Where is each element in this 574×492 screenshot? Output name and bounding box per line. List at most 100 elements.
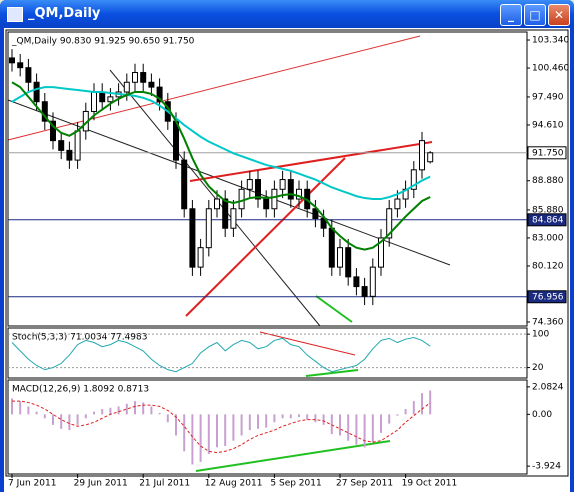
y-tick-label: -3.924 xyxy=(532,462,561,472)
pane-title: Stoch(5,3,3) 71.0034 77.4983 xyxy=(12,333,147,343)
window-icon xyxy=(7,7,23,22)
level-label: 76.956 xyxy=(532,292,564,302)
candle-body xyxy=(320,217,327,229)
candle-body xyxy=(427,152,434,163)
candle-body xyxy=(394,198,401,210)
x-tick-label: 5 Sep 2011 xyxy=(270,479,321,489)
y-tick-label: 2.0824 xyxy=(532,382,564,392)
trend-line xyxy=(189,141,433,182)
x-tick-label: 21 Jul 2011 xyxy=(139,479,190,489)
level-label-box xyxy=(527,290,567,304)
pane-frame xyxy=(7,327,528,379)
chart-background xyxy=(4,28,570,492)
pane-frame xyxy=(7,31,528,327)
candle-body xyxy=(361,286,368,297)
candle-body xyxy=(345,247,352,278)
y-tick-label: 80.120 xyxy=(532,261,564,271)
candle-body xyxy=(287,179,294,200)
candle-body xyxy=(17,62,24,69)
y-tick-label: 83.000 xyxy=(532,233,564,243)
candle-body xyxy=(50,120,56,142)
level-label-box xyxy=(527,213,567,227)
candle-body xyxy=(279,179,286,190)
candle-body xyxy=(246,179,253,190)
candle-body xyxy=(337,247,343,268)
candle-body xyxy=(148,81,155,88)
trend-line xyxy=(259,331,356,356)
candle-body xyxy=(66,149,73,161)
window-title: _QM,Daily xyxy=(28,6,101,21)
candle-body xyxy=(25,67,32,83)
candle-body xyxy=(58,140,65,151)
y-tick-label: 88.880 xyxy=(532,176,564,186)
chart: _QM,Daily 90.830 91.925 90.650 91.750 103… xyxy=(4,28,570,492)
candle-body xyxy=(107,96,114,103)
candle-body xyxy=(419,140,425,171)
indicator-line xyxy=(12,400,431,454)
trend-line xyxy=(7,35,421,141)
candle-body xyxy=(255,179,261,200)
candle-body xyxy=(156,86,163,103)
x-tick-label: 7 Jun 2011 xyxy=(8,479,56,489)
trend-line xyxy=(109,69,321,327)
candle-body xyxy=(296,188,302,200)
candle-body xyxy=(263,198,270,210)
indicator-line xyxy=(11,86,431,201)
candle-body xyxy=(222,198,229,229)
candle-body xyxy=(41,101,48,122)
x-tick-label: 19 Oct 2011 xyxy=(402,479,458,489)
indicator-line xyxy=(11,336,431,373)
candle-body xyxy=(33,81,40,103)
chart-frame xyxy=(5,29,569,477)
candle-body xyxy=(410,169,417,190)
candle-body xyxy=(378,237,384,268)
candle-body xyxy=(181,159,188,210)
candle-body xyxy=(214,198,220,210)
y-tick-label: 103.340 xyxy=(532,36,569,46)
minimize-button[interactable]: _ xyxy=(500,4,522,26)
candle-body xyxy=(74,130,81,161)
pane-title: _QM,Daily 90.830 91.925 90.650 91.750 xyxy=(11,37,195,47)
candle-body xyxy=(140,72,147,83)
candle-body xyxy=(238,188,245,210)
candle-body xyxy=(189,208,196,268)
level-label-box xyxy=(527,146,567,160)
trend-line xyxy=(305,369,359,377)
y-tick-label: 20 xyxy=(532,363,544,373)
candle-body xyxy=(197,247,204,268)
maximize-button[interactable]: □ xyxy=(524,4,546,26)
pane-frame xyxy=(7,379,528,475)
x-tick-label: 27 Sep 2011 xyxy=(336,479,393,489)
title-bar: _QM,Daily _ □ ✕ xyxy=(0,0,574,28)
candle-body xyxy=(386,208,393,239)
candle-body xyxy=(230,208,237,229)
trend-line xyxy=(195,440,391,472)
candle-body xyxy=(205,208,212,249)
trend-line xyxy=(185,157,346,317)
candle-body xyxy=(328,227,335,268)
y-tick-label: 0.00 xyxy=(532,410,552,420)
y-tick-label: 85.880 xyxy=(532,205,564,215)
close-button[interactable]: ✕ xyxy=(548,4,570,26)
y-tick-label: 97.490 xyxy=(532,92,564,102)
pane-title: MACD(12,26,9) 1.8092 0.8713 xyxy=(12,385,149,395)
level-label: 84.864 xyxy=(532,215,564,225)
candle-body xyxy=(91,91,97,112)
indicator-line xyxy=(11,81,431,251)
candle-body xyxy=(312,208,319,219)
level-label: 91.750 xyxy=(532,148,564,158)
y-tick-label: 100.460 xyxy=(532,64,569,74)
candle-body xyxy=(99,91,106,103)
y-tick-label: 74.360 xyxy=(532,318,564,328)
candle-body xyxy=(9,57,15,64)
x-tick-label: 29 Jun 2011 xyxy=(74,479,128,489)
trend-line xyxy=(315,295,353,323)
x-tick-label: 12 Aug 2011 xyxy=(205,479,263,489)
candle-body xyxy=(132,72,138,83)
y-tick-label: 100 xyxy=(532,330,549,340)
candle-body xyxy=(353,276,360,288)
candle-body xyxy=(369,266,376,297)
candle-body xyxy=(123,81,130,93)
y-tick-label: 94.610 xyxy=(532,120,564,130)
